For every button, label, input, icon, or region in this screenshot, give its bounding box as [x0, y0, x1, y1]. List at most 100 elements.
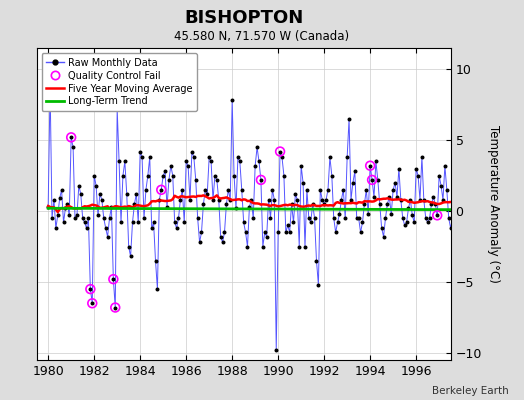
Point [140, 215, 148, 221]
Point [368, 177, 376, 183]
Point [111, 304, 119, 311]
Point [374, 177, 382, 183]
Point [172, 225, 181, 231]
Point [449, 215, 457, 221]
Point [102, 225, 110, 231]
Point [364, 211, 373, 217]
Point [427, 201, 435, 207]
Point [107, 204, 116, 210]
Point [257, 177, 265, 183]
Point [245, 204, 254, 210]
Point [389, 187, 397, 193]
Point [439, 196, 447, 203]
Point [178, 187, 187, 193]
Point [377, 225, 386, 231]
Point [90, 172, 99, 179]
Point [103, 234, 112, 240]
Point [214, 196, 223, 203]
Point [132, 191, 140, 197]
Point [270, 196, 279, 203]
Point [330, 215, 338, 221]
Point [443, 187, 451, 193]
Point [157, 187, 166, 193]
Point [74, 182, 83, 189]
Point [136, 148, 144, 155]
Point [383, 201, 391, 207]
Point [431, 201, 440, 207]
Point [128, 219, 137, 226]
Point [259, 243, 267, 250]
Point [109, 276, 117, 282]
Point [88, 300, 96, 306]
Point [188, 148, 196, 155]
Title: BISHOPTON: BISHOPTON [184, 9, 303, 27]
Point [450, 219, 458, 226]
Point [243, 243, 252, 250]
Point [155, 196, 163, 203]
Point [207, 158, 215, 165]
Point [94, 212, 102, 218]
Point [205, 154, 213, 160]
Point [198, 229, 206, 236]
Point [174, 215, 183, 221]
Point [410, 219, 419, 226]
Point [67, 134, 75, 140]
Point [193, 215, 202, 221]
Point [236, 158, 244, 165]
Point [456, 215, 464, 221]
Point [199, 201, 208, 207]
Point [339, 187, 347, 193]
Point [146, 154, 154, 160]
Point [347, 196, 355, 203]
Point [46, 83, 54, 90]
Point [405, 205, 413, 212]
Point [201, 187, 210, 193]
Point [387, 211, 396, 217]
Point [86, 286, 94, 292]
Point [260, 229, 269, 236]
Point [209, 196, 217, 203]
Point [354, 215, 363, 221]
Point [147, 225, 156, 231]
Point [251, 162, 259, 169]
Point [303, 187, 311, 193]
Point [61, 205, 70, 212]
Point [157, 187, 166, 193]
Point [297, 162, 305, 169]
Point [213, 177, 221, 183]
Point [121, 158, 129, 165]
Point [332, 229, 340, 236]
Point [343, 154, 351, 160]
Point [412, 165, 420, 172]
Point [446, 225, 455, 231]
Point [63, 201, 72, 207]
Point [195, 239, 204, 246]
Point [295, 243, 303, 250]
Point [341, 215, 350, 221]
Point [126, 253, 135, 260]
Point [433, 212, 441, 218]
Point [79, 215, 87, 221]
Point [274, 229, 282, 236]
Point [287, 201, 296, 207]
Point [376, 201, 384, 207]
Point [180, 219, 189, 226]
Point [222, 201, 231, 207]
Point [71, 215, 79, 221]
Point [67, 134, 75, 140]
Point [161, 168, 169, 174]
Point [111, 304, 119, 311]
Point [289, 219, 298, 226]
Point [52, 225, 60, 231]
Point [452, 201, 461, 207]
Point [265, 196, 273, 203]
Point [100, 215, 108, 221]
Point [276, 148, 284, 155]
Point [286, 229, 294, 236]
Point [366, 162, 374, 169]
Point [307, 219, 315, 226]
Point [159, 172, 167, 179]
Y-axis label: Temperature Anomaly (°C): Temperature Anomaly (°C) [487, 125, 500, 283]
Point [77, 191, 85, 197]
Point [65, 212, 73, 218]
